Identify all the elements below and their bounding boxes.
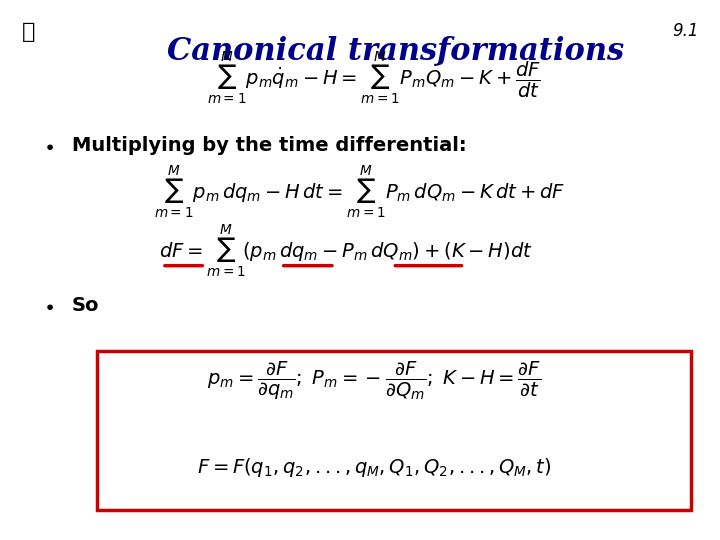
Text: So: So (72, 295, 99, 315)
Text: $F = F(q_1, q_2, ..., q_M, Q_1, Q_2, ..., Q_M, t)$: $F = F(q_1, q_2, ..., q_M, Q_1, Q_2, ...… (197, 456, 552, 478)
FancyBboxPatch shape (97, 351, 691, 510)
Text: Canonical transformations: Canonical transformations (168, 35, 624, 66)
Text: $p_m = \dfrac{\partial F}{\partial q_m};\; P_m = -\dfrac{\partial F}{\partial Q_: $p_m = \dfrac{\partial F}{\partial q_m};… (207, 360, 541, 402)
Text: $\bullet$: $\bullet$ (43, 295, 54, 315)
Text: 🦎: 🦎 (22, 22, 35, 42)
Text: $\sum_{m=1}^{M} p_m \dot{q}_m - H = \sum_{m=1}^{M} P_m \dot{Q}_m - K + \dfrac{dF: $\sum_{m=1}^{M} p_m \dot{q}_m - H = \sum… (207, 50, 541, 106)
Text: $\sum_{m=1}^{M} p_m\,dq_m - H\,dt = \sum_{m=1}^{M} P_m\,dQ_m - K\,dt + dF$: $\sum_{m=1}^{M} p_m\,dq_m - H\,dt = \sum… (154, 164, 566, 220)
Text: $\bullet$: $\bullet$ (43, 136, 54, 156)
Text: Multiplying by the time differential:: Multiplying by the time differential: (72, 136, 467, 156)
Text: $dF = \sum_{m=1}^{M}\!\left(p_m\,dq_m - P_m\,dQ_m\right) + \left(K - H\right)dt$: $dF = \sum_{m=1}^{M}\!\left(p_m\,dq_m - … (158, 223, 533, 279)
Text: 9.1: 9.1 (672, 22, 698, 39)
